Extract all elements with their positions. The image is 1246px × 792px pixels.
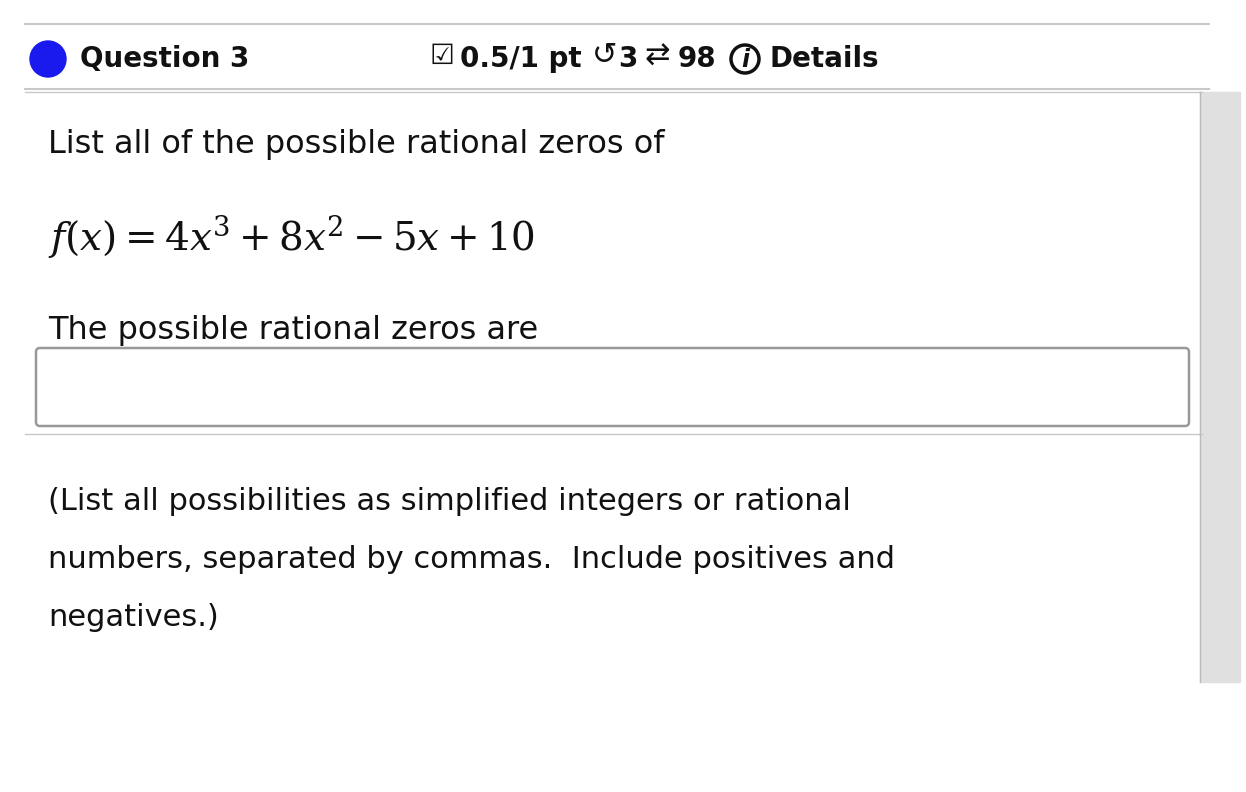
Text: The possible rational zeros are: The possible rational zeros are <box>49 314 538 345</box>
Circle shape <box>30 41 66 77</box>
FancyBboxPatch shape <box>36 348 1189 426</box>
Text: Details: Details <box>770 45 880 73</box>
Text: negatives.): negatives.) <box>49 604 219 633</box>
Text: 98: 98 <box>678 45 716 73</box>
Text: List all of the possible rational zeros of: List all of the possible rational zeros … <box>49 128 664 159</box>
Text: ↺: ↺ <box>592 41 618 70</box>
Text: ☑: ☑ <box>430 42 455 70</box>
Text: 0.5/1 pt: 0.5/1 pt <box>460 45 582 73</box>
Text: 3: 3 <box>618 45 638 73</box>
Text: Question 3: Question 3 <box>80 45 249 73</box>
Text: ⇄: ⇄ <box>645 41 670 70</box>
Text: (List all possibilities as simplified integers or rational: (List all possibilities as simplified in… <box>49 488 851 516</box>
Text: $f(x) = 4x^3 + 8x^2 - 5x + 10$: $f(x) = 4x^3 + 8x^2 - 5x + 10$ <box>49 214 535 261</box>
Bar <box>1200 92 1240 682</box>
Text: i: i <box>741 48 749 72</box>
Text: numbers, separated by commas.  Include positives and: numbers, separated by commas. Include po… <box>49 546 895 574</box>
